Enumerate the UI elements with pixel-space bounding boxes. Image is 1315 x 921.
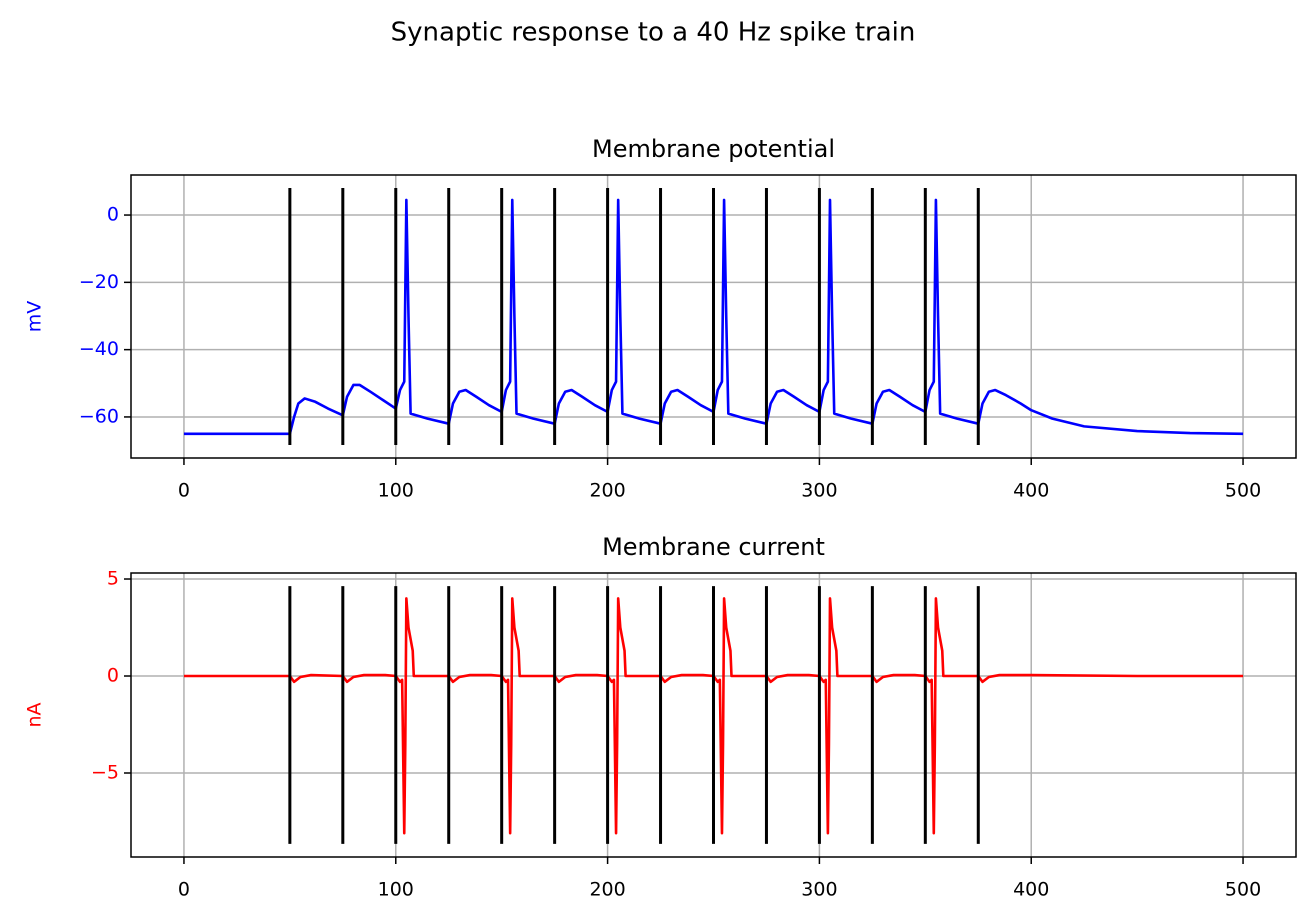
- x-tick-label: 500: [1225, 879, 1261, 901]
- trace-line: [183, 198, 1244, 436]
- axes-title: Membrane potential: [592, 135, 835, 163]
- x-tick-label: 300: [801, 879, 837, 901]
- x-tick-label: 400: [1013, 879, 1049, 901]
- x-tick-label: 400: [1013, 480, 1049, 502]
- axes-frame: [130, 572, 1297, 858]
- y-tick-label: 0: [107, 204, 119, 226]
- y-axis-label: mV: [24, 301, 46, 333]
- axes-title: Membrane current: [602, 533, 825, 561]
- x-tick-label: 100: [378, 879, 414, 901]
- y-axis-label: nA: [24, 702, 46, 727]
- x-tick-label: 0: [178, 480, 190, 502]
- x-tick-label: 100: [378, 480, 414, 502]
- y-tick-label: 0: [107, 665, 119, 687]
- x-tick-label: 200: [589, 480, 625, 502]
- y-tick-label: −60: [79, 405, 119, 427]
- x-tick-label: 0: [178, 879, 190, 901]
- y-tick-label: 5: [107, 568, 119, 590]
- y-tick-label: −5: [91, 762, 119, 784]
- trace-line: [183, 597, 1244, 835]
- x-tick-label: 500: [1225, 480, 1261, 502]
- x-tick-label: 200: [589, 879, 625, 901]
- figure-title: Synaptic response to a 40 Hz spike train: [391, 18, 916, 48]
- x-tick-label: 300: [801, 480, 837, 502]
- y-tick-label: −40: [79, 338, 119, 360]
- axes-frame: [130, 174, 1297, 459]
- y-tick-label: −20: [79, 271, 119, 293]
